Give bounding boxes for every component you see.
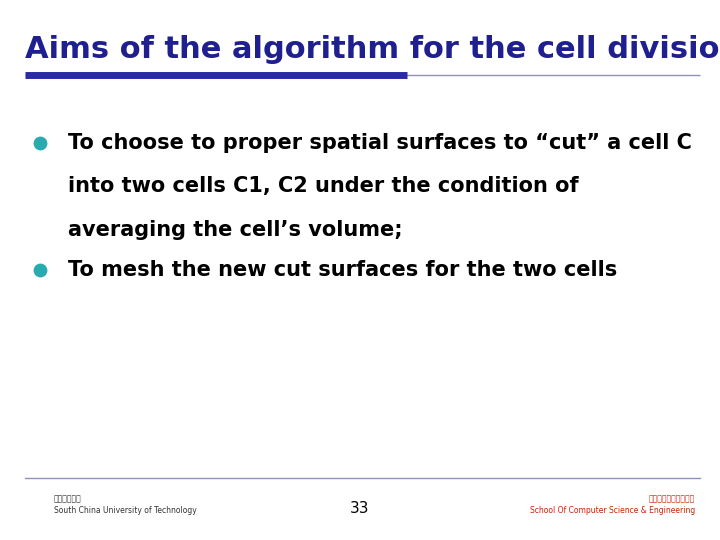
Point [34, 139, 45, 147]
Text: To mesh the new cut surfaces for the two cells: To mesh the new cut surfaces for the two… [68, 260, 618, 280]
Text: into two cells C1, C2 under the condition of: into two cells C1, C2 under the conditio… [68, 176, 579, 197]
Text: averaging the cell’s volume;: averaging the cell’s volume; [68, 219, 403, 240]
Text: 华南理工大学
South China University of Technology: 华南理工大学 South China University of Technol… [54, 495, 197, 515]
Text: 计算机科学与工程学院
School Of Computer Science & Engineering: 计算机科学与工程学院 School Of Computer Science & … [529, 495, 695, 515]
Text: To choose to proper spatial surfaces to “cut” a cell C: To choose to proper spatial surfaces to … [68, 133, 692, 153]
Text: Aims of the algorithm for the cell division: Aims of the algorithm for the cell divis… [25, 35, 720, 64]
Text: 33: 33 [350, 501, 370, 516]
Point [34, 266, 45, 274]
